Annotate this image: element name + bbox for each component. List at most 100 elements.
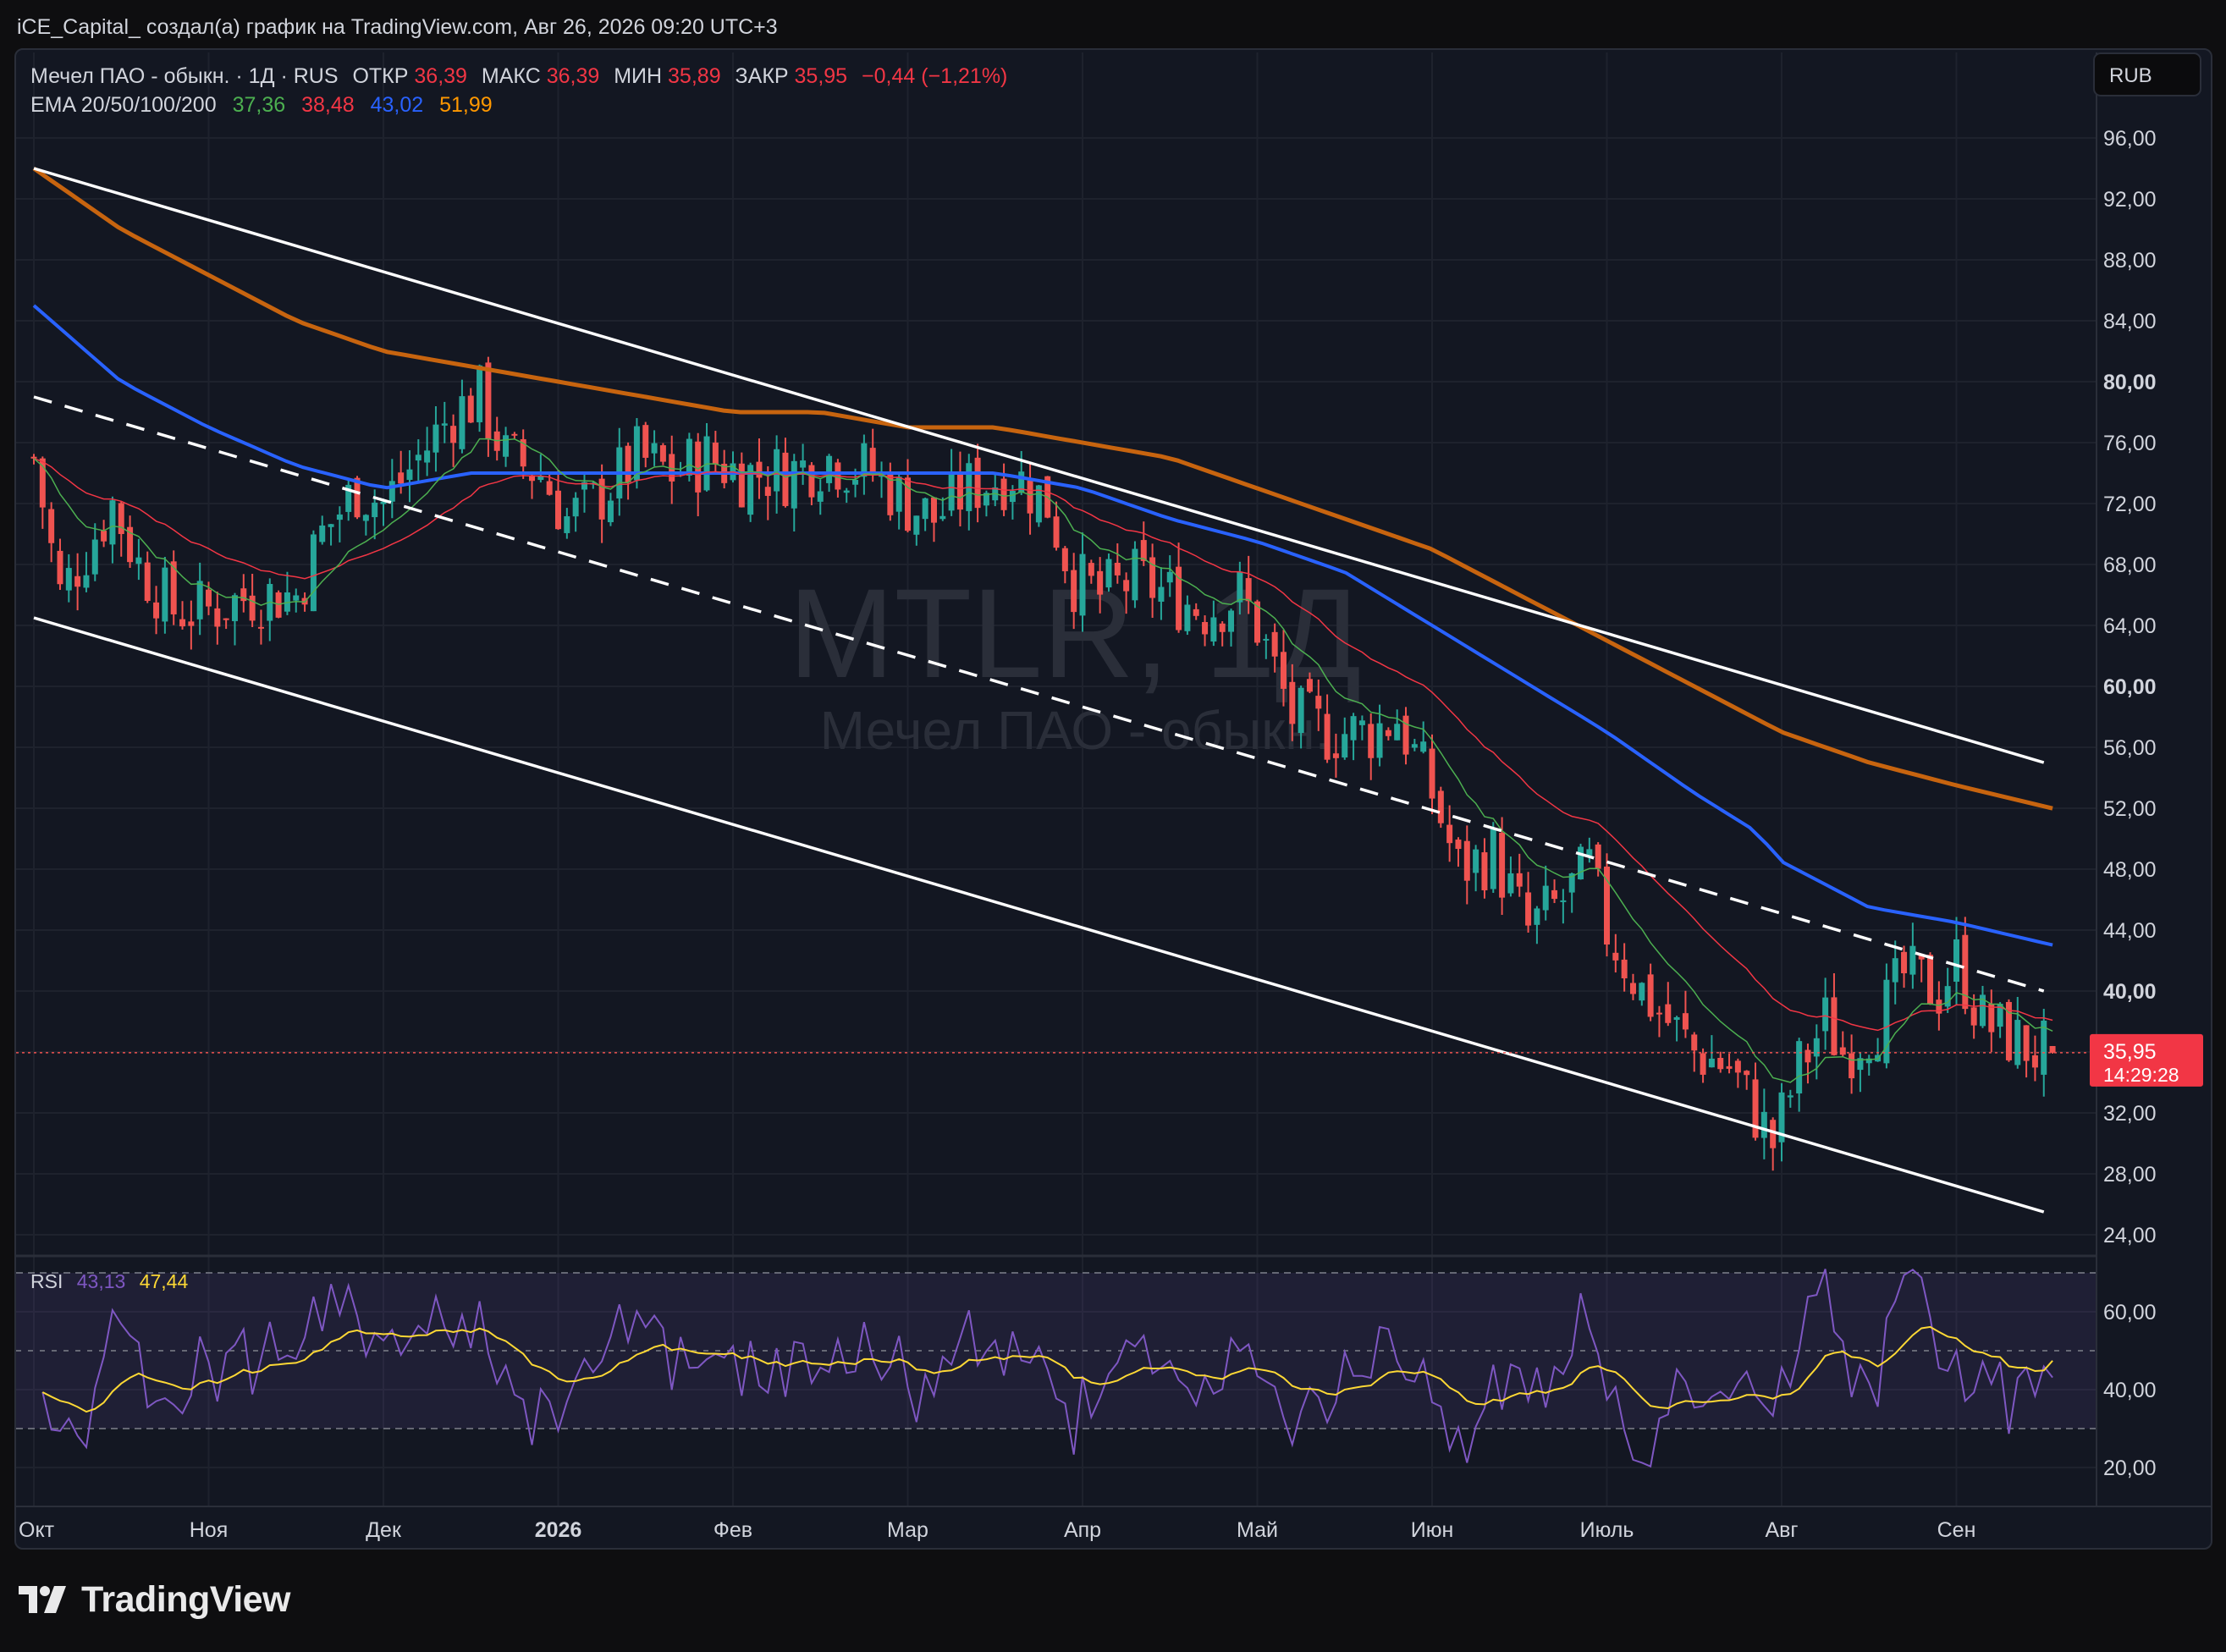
candle-body — [249, 595, 256, 621]
candle-body — [905, 477, 911, 531]
candle-body — [441, 423, 448, 426]
candle-body — [1778, 1092, 1785, 1143]
candle-body — [170, 561, 177, 614]
last-price-tag — [2090, 1033, 2203, 1087]
time-axis-label: Дек — [366, 1518, 402, 1542]
candle-body — [520, 438, 526, 467]
price-axis-label: 56,00 — [2103, 736, 2157, 760]
candle-body — [1708, 1058, 1715, 1068]
candle-body — [800, 460, 807, 468]
time-axis-label: Апр — [1064, 1518, 1101, 1542]
candle-body — [144, 562, 151, 601]
time-axis-label: Сен — [1937, 1518, 1976, 1542]
currency-button[interactable]: RUB — [2093, 52, 2201, 96]
candle-body — [1551, 889, 1558, 900]
trading-chart[interactable]: MTLR, 1Д Мечел ПАО - обыкн. 96,0092,0088… — [0, 0, 2226, 1557]
candle-body — [2041, 1020, 2047, 1075]
candle-body — [956, 473, 963, 510]
chart-frame[interactable] — [14, 48, 2212, 1550]
price-axis-label: 28,00 — [2103, 1163, 2157, 1187]
ema20-line — [33, 438, 2053, 1083]
candle-body — [1857, 1058, 1864, 1071]
candle-body — [1071, 570, 1077, 613]
candle-body — [1849, 1053, 1855, 1079]
candle-body — [1088, 563, 1094, 576]
candle-body — [153, 602, 160, 619]
price-axis-label: 92,00 — [2103, 188, 2157, 212]
price-axis-label: 96,00 — [2103, 127, 2157, 151]
candle-body — [1140, 540, 1147, 561]
time-axis-label: Май — [1237, 1518, 1278, 1542]
candle-body — [223, 618, 229, 620]
time-axis-label: Июль — [1580, 1518, 1634, 1542]
candle-body — [1376, 723, 1383, 758]
rsi-axis-label: 60,00 — [2103, 1301, 2157, 1324]
candle-body — [695, 441, 702, 493]
candle-body — [774, 449, 780, 492]
ema100-line — [32, 304, 2053, 947]
candle-body — [275, 592, 282, 618]
rsi-pane[interactable] — [41, 1269, 2053, 1468]
candle-body — [83, 575, 90, 588]
candle-body — [1682, 1013, 1689, 1030]
candle-body — [1402, 715, 1409, 755]
candle-body — [1385, 730, 1391, 736]
candle-body — [1516, 873, 1523, 887]
candle-body — [477, 365, 483, 422]
candle-body — [529, 475, 536, 482]
price-pane[interactable] — [16, 166, 2096, 1214]
candle-body — [1184, 604, 1191, 631]
candle-body — [30, 456, 37, 459]
candle-body — [712, 442, 719, 465]
candle-body — [1368, 724, 1375, 758]
candle-body — [485, 362, 492, 439]
time-axis-label: Окт — [19, 1518, 55, 1542]
candle-body — [895, 476, 902, 512]
legend-change: −0,44 (−1,21%) — [862, 64, 1007, 88]
candle-body — [1149, 557, 1156, 598]
channel-upper-line — [33, 167, 2045, 764]
candle-body — [1918, 954, 1925, 960]
price-axis-label: 44,00 — [2103, 919, 2157, 943]
candle-body — [135, 557, 142, 564]
channel-mid-line — [33, 395, 2045, 993]
candle-body — [843, 490, 850, 493]
legend-ema-label: EMA 20/50/100/200 — [30, 93, 217, 117]
axes: 96,00 92,00 88,00 84,00 80,00 76,00 72,00 68,00… — [19, 127, 2203, 1542]
candle-body — [109, 500, 116, 545]
candle-body — [1263, 638, 1270, 641]
watermark-name: Мечел ПАО - обыкн. — [820, 700, 1331, 761]
candle-body — [188, 621, 195, 626]
candle-body — [808, 465, 815, 498]
candle-body — [1892, 958, 1898, 983]
candle-body — [1420, 741, 1427, 752]
candle-body — [1944, 986, 1951, 1007]
candle-body — [1463, 840, 1470, 881]
candle-body — [686, 438, 692, 476]
candle-body — [1909, 945, 1916, 975]
legend-symbol-info: Мечел ПАО - обыкн. · 1Д · RUS — [30, 64, 339, 88]
candle-body — [398, 472, 405, 484]
candle-body — [354, 477, 361, 518]
candle-body — [1114, 562, 1121, 575]
candle-body — [467, 395, 474, 423]
tradingview-logo-icon — [19, 1586, 66, 1613]
candle-body — [869, 448, 876, 476]
rsi-axis-label: 20,00 — [2103, 1457, 2157, 1480]
candle-body — [1787, 1095, 1793, 1098]
tradingview-logo[interactable]: TradingView — [19, 1576, 291, 1623]
candle-body — [74, 575, 81, 587]
legend: Мечел ПАО - обыкн. · 1Д · RUS ОТКР 36,39… — [30, 64, 1007, 1292]
candle-body — [537, 476, 544, 481]
grid-lines — [16, 52, 2211, 1507]
candle-body — [1507, 873, 1514, 894]
legend-close-label: ЗАКР — [736, 64, 789, 88]
candle-body — [503, 435, 510, 457]
candle-body — [791, 460, 797, 509]
candle-body — [948, 471, 955, 511]
candle-body — [1018, 471, 1025, 493]
price-axis-label: 24,00 — [2103, 1224, 2157, 1247]
candle-body — [1061, 548, 1068, 571]
candle-body — [57, 550, 63, 585]
bar-countdown: 14:29:28 — [2103, 1064, 2179, 1086]
